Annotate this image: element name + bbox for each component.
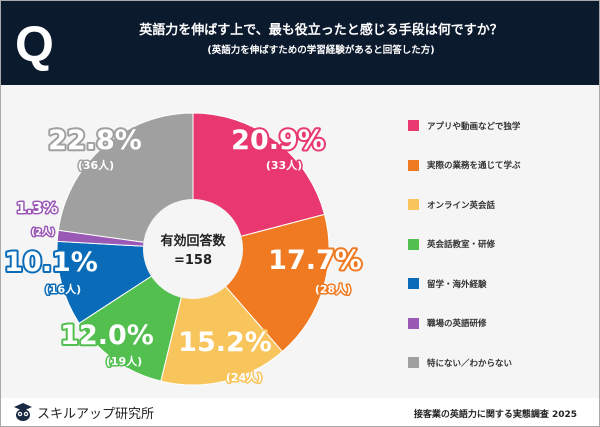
legend-label: 実際の業務を通じて学ぶ — [427, 161, 521, 172]
owl-graduate-icon — [14, 403, 32, 421]
survey-name: 接客業の英語力に関する実態調査 2025 — [413, 410, 577, 420]
legend-label: 特にない／わからない — [427, 358, 513, 369]
legend-item: アプリや動画などで独学 — [408, 106, 521, 146]
count-label: (36人) — [78, 158, 114, 172]
legend-swatch — [408, 120, 419, 132]
legend: アプリや動画などで独学 実際の業務を通じて学ぶ オンライン英会話 英会話教室・研修 留学… — [408, 106, 521, 383]
count-label: (19人) — [106, 354, 142, 368]
question-title: 英語力を伸ばす上で、最も役立ったと感じる手段は何ですか？ — [139, 23, 503, 38]
value-label: 12.0% — [60, 320, 154, 351]
center-label: 有効回答数 — [160, 233, 226, 249]
legend-label: 留学・海外経験 — [427, 279, 487, 290]
count-label: (16人) — [45, 282, 81, 296]
legend-swatch — [408, 278, 419, 290]
value-label: 15.2% — [178, 327, 272, 358]
legend-swatch — [408, 317, 419, 329]
legend-item: 特にない／わからない — [408, 343, 521, 383]
donut-chart: 有効回答数 =158 20.9% (33人) 17.7% (28人) 15.2% (24人) 1… — [2, 112, 364, 386]
legend-label: オンライン英会話 — [427, 200, 496, 211]
legend-label: 職場の英語研修 — [427, 319, 487, 330]
center-label: =158 — [174, 253, 212, 268]
legend-swatch — [408, 159, 419, 171]
count-label: (28人) — [315, 282, 351, 296]
legend-label: アプリや動画などで独学 — [427, 121, 521, 132]
count-label: (24人) — [226, 370, 262, 384]
donut-hole — [143, 199, 243, 299]
legend-item: 英会話教室・研修 — [408, 225, 521, 265]
value-label: 22.8% — [48, 125, 142, 156]
question-header: Q 英語力を伸ばす上で、最も役立ったと感じる手段は何ですか？ (英語力を伸ばすた… — [1, 1, 599, 85]
value-label: 20.9% — [231, 125, 325, 156]
value-label: 17.7% — [268, 245, 362, 276]
brand-name: スキルアップ研究所 — [37, 406, 155, 422]
legend-item: 実際の業務を通じて学ぶ — [408, 146, 521, 186]
q-mark: Q — [15, 16, 54, 72]
count-label: (33人) — [266, 158, 302, 172]
count-label: (2人) — [31, 226, 55, 238]
footer: スキルアップ研究所 接客業の英語力に関する実態調査 2025 — [1, 398, 599, 426]
value-label: 1.3% — [16, 199, 58, 217]
brand-logo: スキルアップ研究所 — [13, 402, 154, 422]
legend-swatch — [408, 238, 419, 250]
legend-item: 留学・海外経験 — [408, 264, 521, 304]
legend-swatch — [408, 357, 419, 369]
legend-swatch — [408, 199, 419, 211]
legend-item: 職場の英語研修 — [408, 304, 521, 344]
value-label: 10.1% — [4, 247, 98, 278]
question-subtitle: (英語力を伸ばすための学習経験があると回答した方) — [207, 45, 435, 56]
legend-label: 英会話教室・研修 — [427, 240, 496, 251]
legend-item: オンライン英会話 — [408, 185, 521, 225]
